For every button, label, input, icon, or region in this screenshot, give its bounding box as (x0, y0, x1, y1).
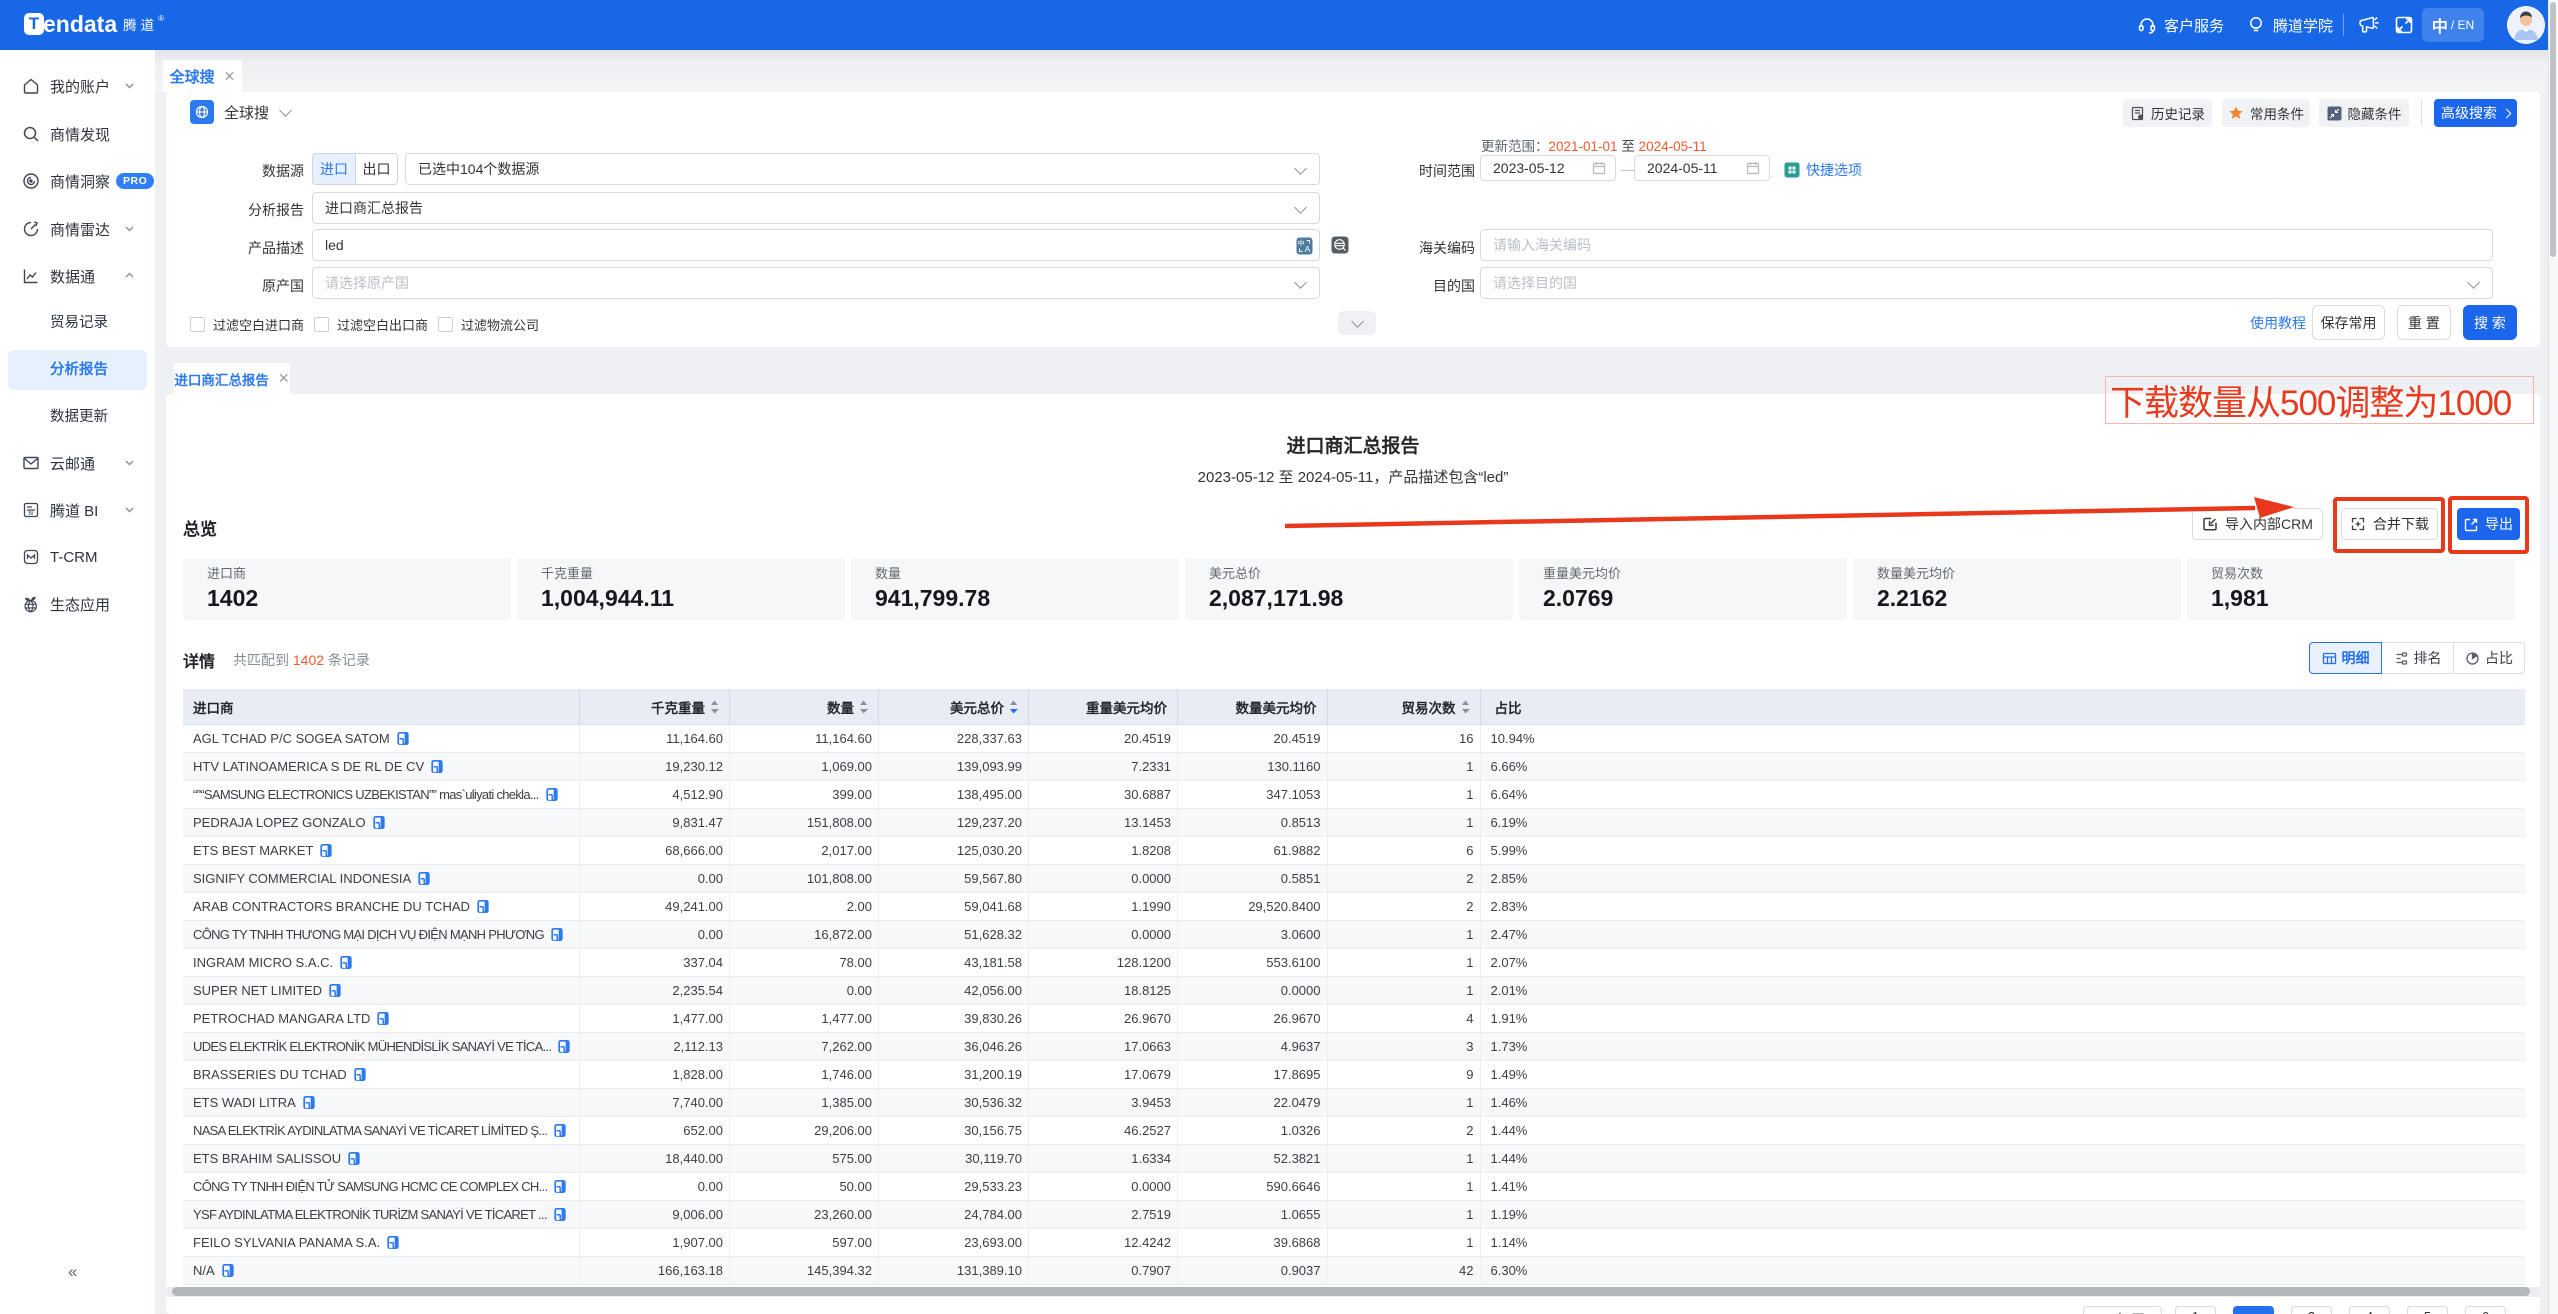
svg-text:BI: BI (28, 511, 34, 517)
svg-text:A: A (1305, 244, 1311, 254)
svg-text:中: 中 (1298, 239, 1305, 248)
